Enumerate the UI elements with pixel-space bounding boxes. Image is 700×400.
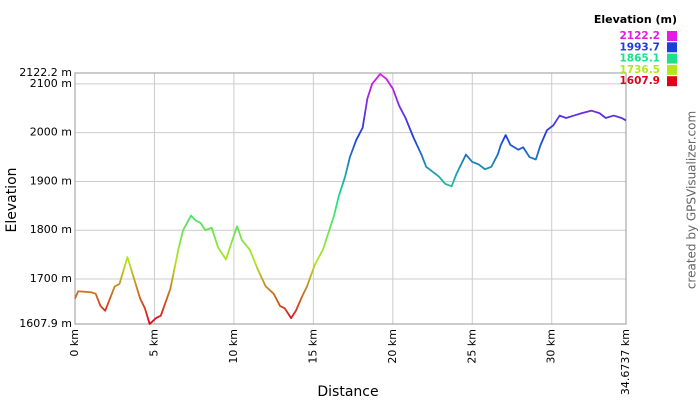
y-axis-label: Elevation: [4, 167, 20, 232]
legend-swatch: [667, 76, 677, 87]
x-tick-label: 0 km: [68, 329, 81, 357]
legend-label: 1865.1: [619, 53, 660, 65]
x-tick-label: 34.6737 km: [619, 329, 632, 395]
x-tick-label: 10 km: [227, 329, 240, 364]
credit: created by GPSVisualizer.com: [685, 111, 699, 289]
y-tick-label: 1700 m: [30, 272, 72, 285]
x-axis-label: Distance: [317, 384, 378, 400]
y-tick-label: 2100 m: [30, 77, 72, 90]
legend-swatch: [667, 42, 677, 53]
legend-swatch: [667, 64, 677, 75]
legend-swatch: [667, 31, 677, 41]
x-tick-label: 15 km: [306, 329, 319, 364]
x-tick-label: 25 km: [465, 329, 478, 364]
plot-border: [74, 72, 627, 325]
y-tick-label: 1800 m: [30, 223, 72, 236]
legend-label: 1993.7: [619, 41, 660, 53]
legend-title: Elevation (m): [594, 13, 677, 26]
x-tick-label: 30 km: [545, 329, 558, 364]
elevation-line: [74, 73, 627, 325]
y-tick-label: 2000 m: [30, 126, 72, 139]
legend-swatch: [667, 53, 677, 64]
y-tick-label: 2122.2 m: [19, 66, 72, 79]
legend-label: 1736.5: [619, 64, 660, 76]
x-tick-label: 5 km: [147, 329, 160, 357]
x-tick-label: 20 km: [386, 329, 399, 364]
y-tick-label: 1607.9 m: [19, 317, 72, 330]
y-tick-label: 1900 m: [30, 174, 72, 187]
legend-label: 1607.9: [619, 75, 660, 87]
legend-label: 2122.2: [619, 30, 660, 42]
